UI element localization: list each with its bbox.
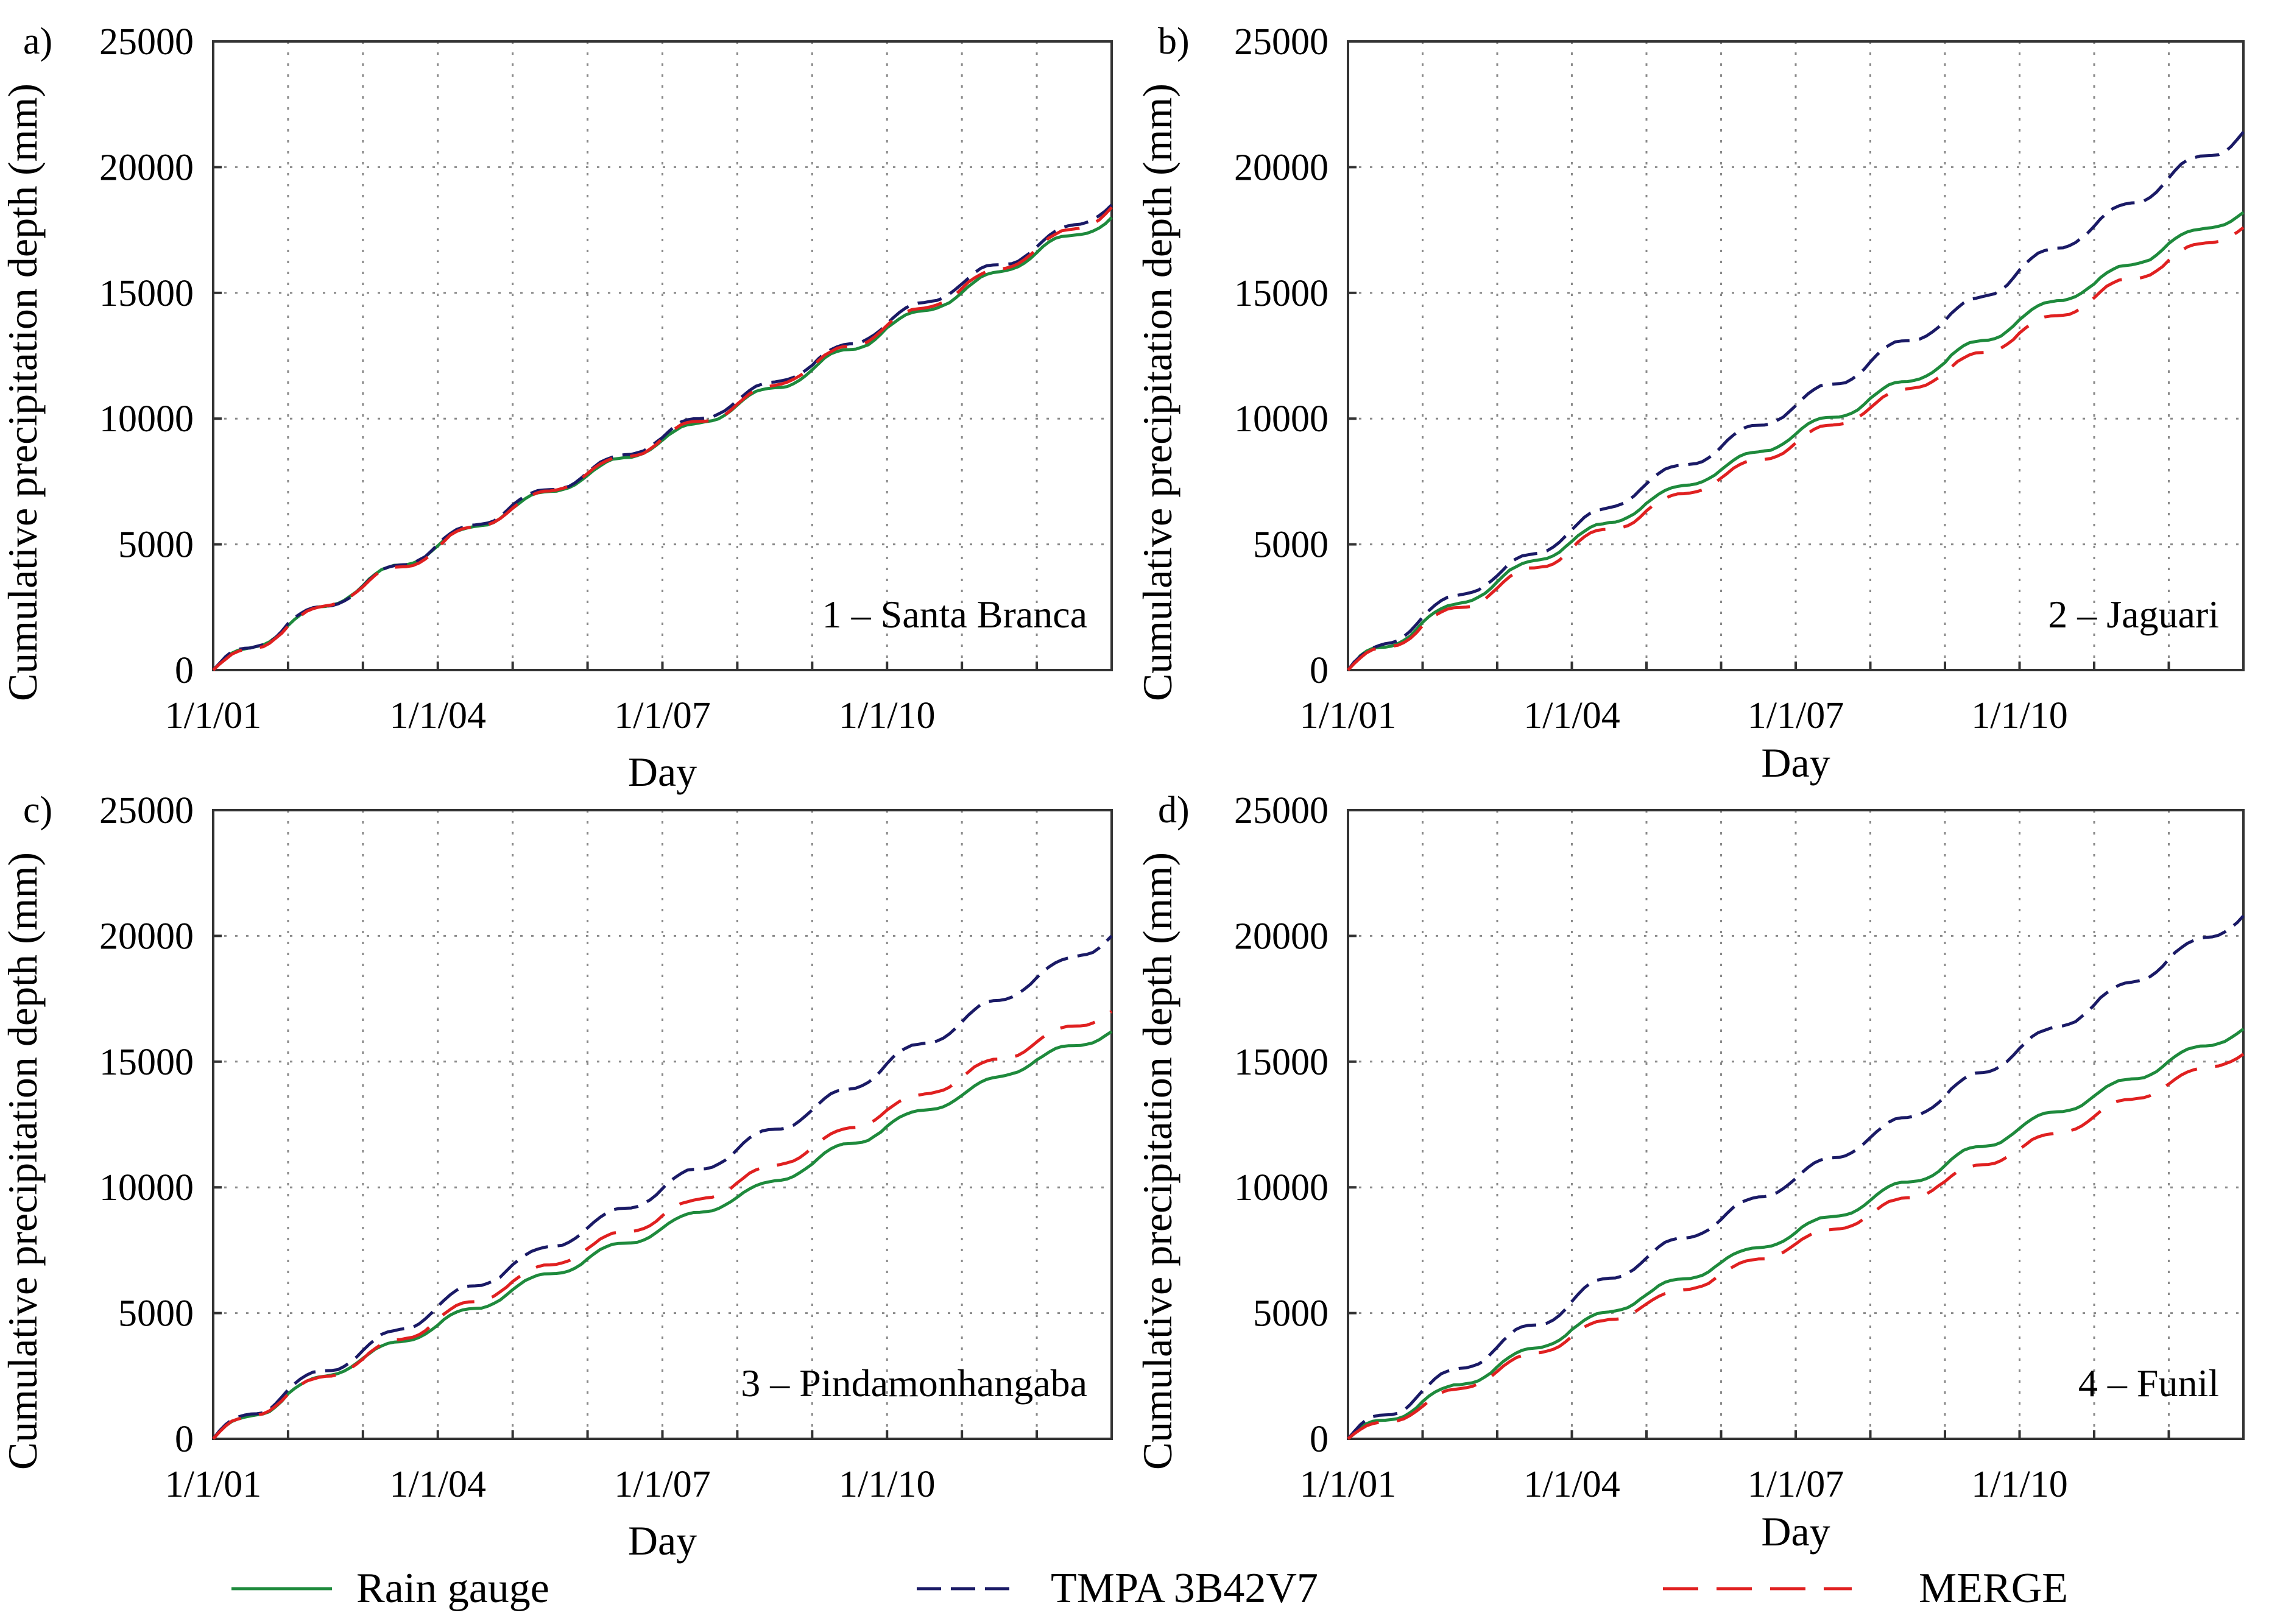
y-tick-label: 0: [1310, 1419, 1329, 1460]
x-tick-label: 1/1/04: [1523, 695, 1620, 736]
x-axis-title: Day: [628, 1517, 697, 1564]
y-tick-label: 10000: [99, 1167, 194, 1209]
series-line-tmpa-3b42v7: [1347, 914, 2245, 1440]
panel-letter: a): [23, 21, 52, 62]
series-line-merge: [212, 1010, 1113, 1440]
chart-panel-4: 1/1/01 1/1/04 1/1/07 1/1/10 0 5000 10000 15000 2…: [1134, 789, 2245, 1555]
x-tick-label: 1/1/10: [839, 1464, 935, 1505]
series-line-merge: [1347, 226, 2245, 671]
series-line-rain-gauge: [1347, 211, 2245, 671]
y-tick-label: 5000: [118, 524, 194, 566]
legend: Rain gauge TMPA 3B42V7 MERGE: [231, 1565, 2068, 1612]
panel-letter: d): [1158, 789, 1190, 831]
y-tick-label: 25000: [99, 21, 194, 63]
y-tick-label: 15000: [1234, 1042, 1329, 1083]
x-tick-label: 1/1/01: [165, 1464, 261, 1505]
y-tick-label: 5000: [118, 1293, 194, 1335]
plot-frame: [1347, 40, 2245, 671]
x-tick-label: 1/1/10: [839, 695, 935, 736]
series-line-merge: [212, 206, 1113, 671]
y-axis-title: Cumulative precipitation depth (mm): [1134, 83, 1180, 701]
x-tick-label: 1/1/07: [1748, 1464, 1844, 1505]
series-line-rain-gauge: [1347, 1028, 2245, 1440]
y-tick-label: 15000: [99, 273, 194, 314]
series-line-merge: [1347, 1053, 2245, 1440]
plot-frame: [1347, 809, 2245, 1440]
y-tick-label: 10000: [1234, 398, 1329, 440]
x-tick-label: 1/1/01: [165, 695, 261, 736]
x-axis-title: Day: [1761, 1508, 1830, 1555]
y-tick-label: 15000: [1234, 273, 1329, 314]
panel-letter: c): [23, 789, 52, 831]
x-axis-title: Day: [628, 749, 697, 795]
x-tick-label: 1/1/07: [614, 1464, 710, 1505]
y-tick-label: 25000: [99, 790, 194, 831]
x-tick-label: 1/1/07: [1748, 695, 1844, 736]
x-tick-label: 1/1/04: [1523, 1464, 1620, 1505]
y-axis-title: Cumulative precipitation depth (mm): [1134, 852, 1180, 1470]
y-tick-label: 20000: [1234, 147, 1329, 188]
y-tick-label: 5000: [1253, 1293, 1329, 1335]
station-label: 1 – Santa Branca: [822, 593, 1087, 636]
x-tick-label: 1/1/04: [390, 695, 486, 736]
series-line-tmpa-3b42v7: [1347, 131, 2245, 671]
y-tick-label: 20000: [99, 147, 194, 188]
y-tick-label: 20000: [99, 916, 194, 957]
y-tick-label: 0: [1310, 650, 1329, 691]
plot-frame: [212, 40, 1113, 671]
legend-label: MERGE: [1919, 1565, 2068, 1612]
y-axis-title: Cumulative precipitation depth (mm): [0, 852, 46, 1470]
y-tick-label: 20000: [1234, 916, 1329, 957]
panel-letter: b): [1158, 21, 1190, 62]
x-tick-label: 1/1/10: [1971, 1464, 2067, 1505]
plot-frame: [212, 809, 1113, 1440]
series-line-tmpa-3b42v7: [212, 934, 1113, 1440]
x-tick-label: 1/1/01: [1300, 695, 1396, 736]
y-tick-label: 0: [175, 650, 194, 691]
y-tick-label: 15000: [99, 1042, 194, 1083]
y-tick-label: 25000: [1234, 21, 1329, 63]
legend-label: TMPA 3B42V7: [1051, 1565, 1318, 1612]
x-axis-title: Day: [1761, 740, 1830, 786]
x-tick-label: 1/1/10: [1971, 695, 2067, 736]
station-label: 4 – Funil: [2078, 1361, 2219, 1405]
x-tick-label: 1/1/04: [390, 1464, 486, 1505]
legend-label: Rain gauge: [356, 1565, 549, 1612]
y-tick-label: 10000: [99, 398, 194, 440]
station-label: 2 – Jaguari: [2048, 593, 2219, 636]
chart-panel-3: 1/1/01 1/1/04 1/1/07 1/1/10 0 5000 10000 15000 2…: [0, 789, 1113, 1564]
x-tick-label: 1/1/07: [614, 695, 710, 736]
x-tick-label: 1/1/01: [1300, 1464, 1396, 1505]
y-tick-label: 0: [175, 1419, 194, 1460]
y-tick-label: 10000: [1234, 1167, 1329, 1209]
y-tick-label: 25000: [1234, 790, 1329, 831]
y-axis-title: Cumulative precipitation depth (mm): [0, 83, 46, 701]
station-label: 3 – Pindamonhangaba: [741, 1361, 1087, 1405]
chart-panel-2: 1/1/01 1/1/04 1/1/07 1/1/10 0 5000 10000 15000 2…: [1134, 21, 2245, 786]
y-tick-label: 5000: [1253, 524, 1329, 566]
chart-panel-1: 1/1/01 1/1/04 1/1/07 1/1/10 0 5000 10000 15000 2…: [0, 21, 1113, 795]
